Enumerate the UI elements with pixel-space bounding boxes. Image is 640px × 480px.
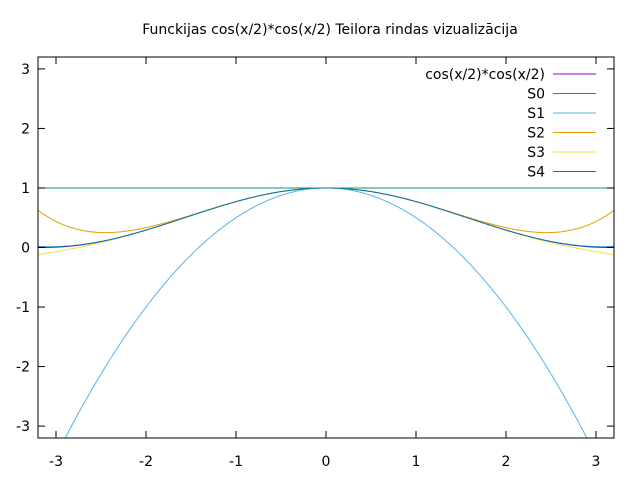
- y-tick-label: -1: [16, 300, 30, 316]
- legend: cos(x/2)*cos(x/2) S0 S1 S2 S3 S4: [425, 67, 596, 181]
- x-tick-label: -2: [139, 454, 153, 470]
- x-tick-label: 2: [502, 454, 511, 470]
- legend-label-4: S3: [527, 145, 545, 161]
- y-tick-label: -3: [16, 419, 30, 435]
- x-tick-label: -3: [49, 454, 63, 470]
- legend-label-1: S0: [527, 87, 545, 103]
- y-tick-label: 1: [21, 181, 30, 197]
- legend-label-2: S1: [527, 106, 545, 122]
- series-line-0: [38, 187, 614, 248]
- y-tick-label: 0: [21, 241, 30, 257]
- ticks-layer: -3 -2 -1 0 1 2 3 3 2 1 0 -1 -2 -3: [16, 57, 614, 470]
- y-tick-label: -2: [16, 360, 30, 376]
- x-tick-label: 1: [412, 454, 421, 470]
- y-tick-label: 3: [21, 62, 30, 78]
- series-line-3: [38, 187, 614, 234]
- x-tick-label: -1: [229, 454, 243, 470]
- legend-label-3: S2: [527, 126, 545, 142]
- legend-label-0: cos(x/2)*cos(x/2): [425, 67, 545, 83]
- series-layer: [38, 187, 614, 438]
- legend-label-5: S4: [527, 165, 545, 181]
- series-line-4: [38, 187, 614, 256]
- series-line-5: [38, 187, 614, 248]
- x-tick-label: 3: [592, 454, 601, 470]
- x-tick-label: 0: [322, 454, 331, 470]
- y-tick-label: 2: [21, 121, 30, 137]
- chart-title: Funckijas cos(x/2)*cos(x/2) Teilora rind…: [142, 22, 518, 38]
